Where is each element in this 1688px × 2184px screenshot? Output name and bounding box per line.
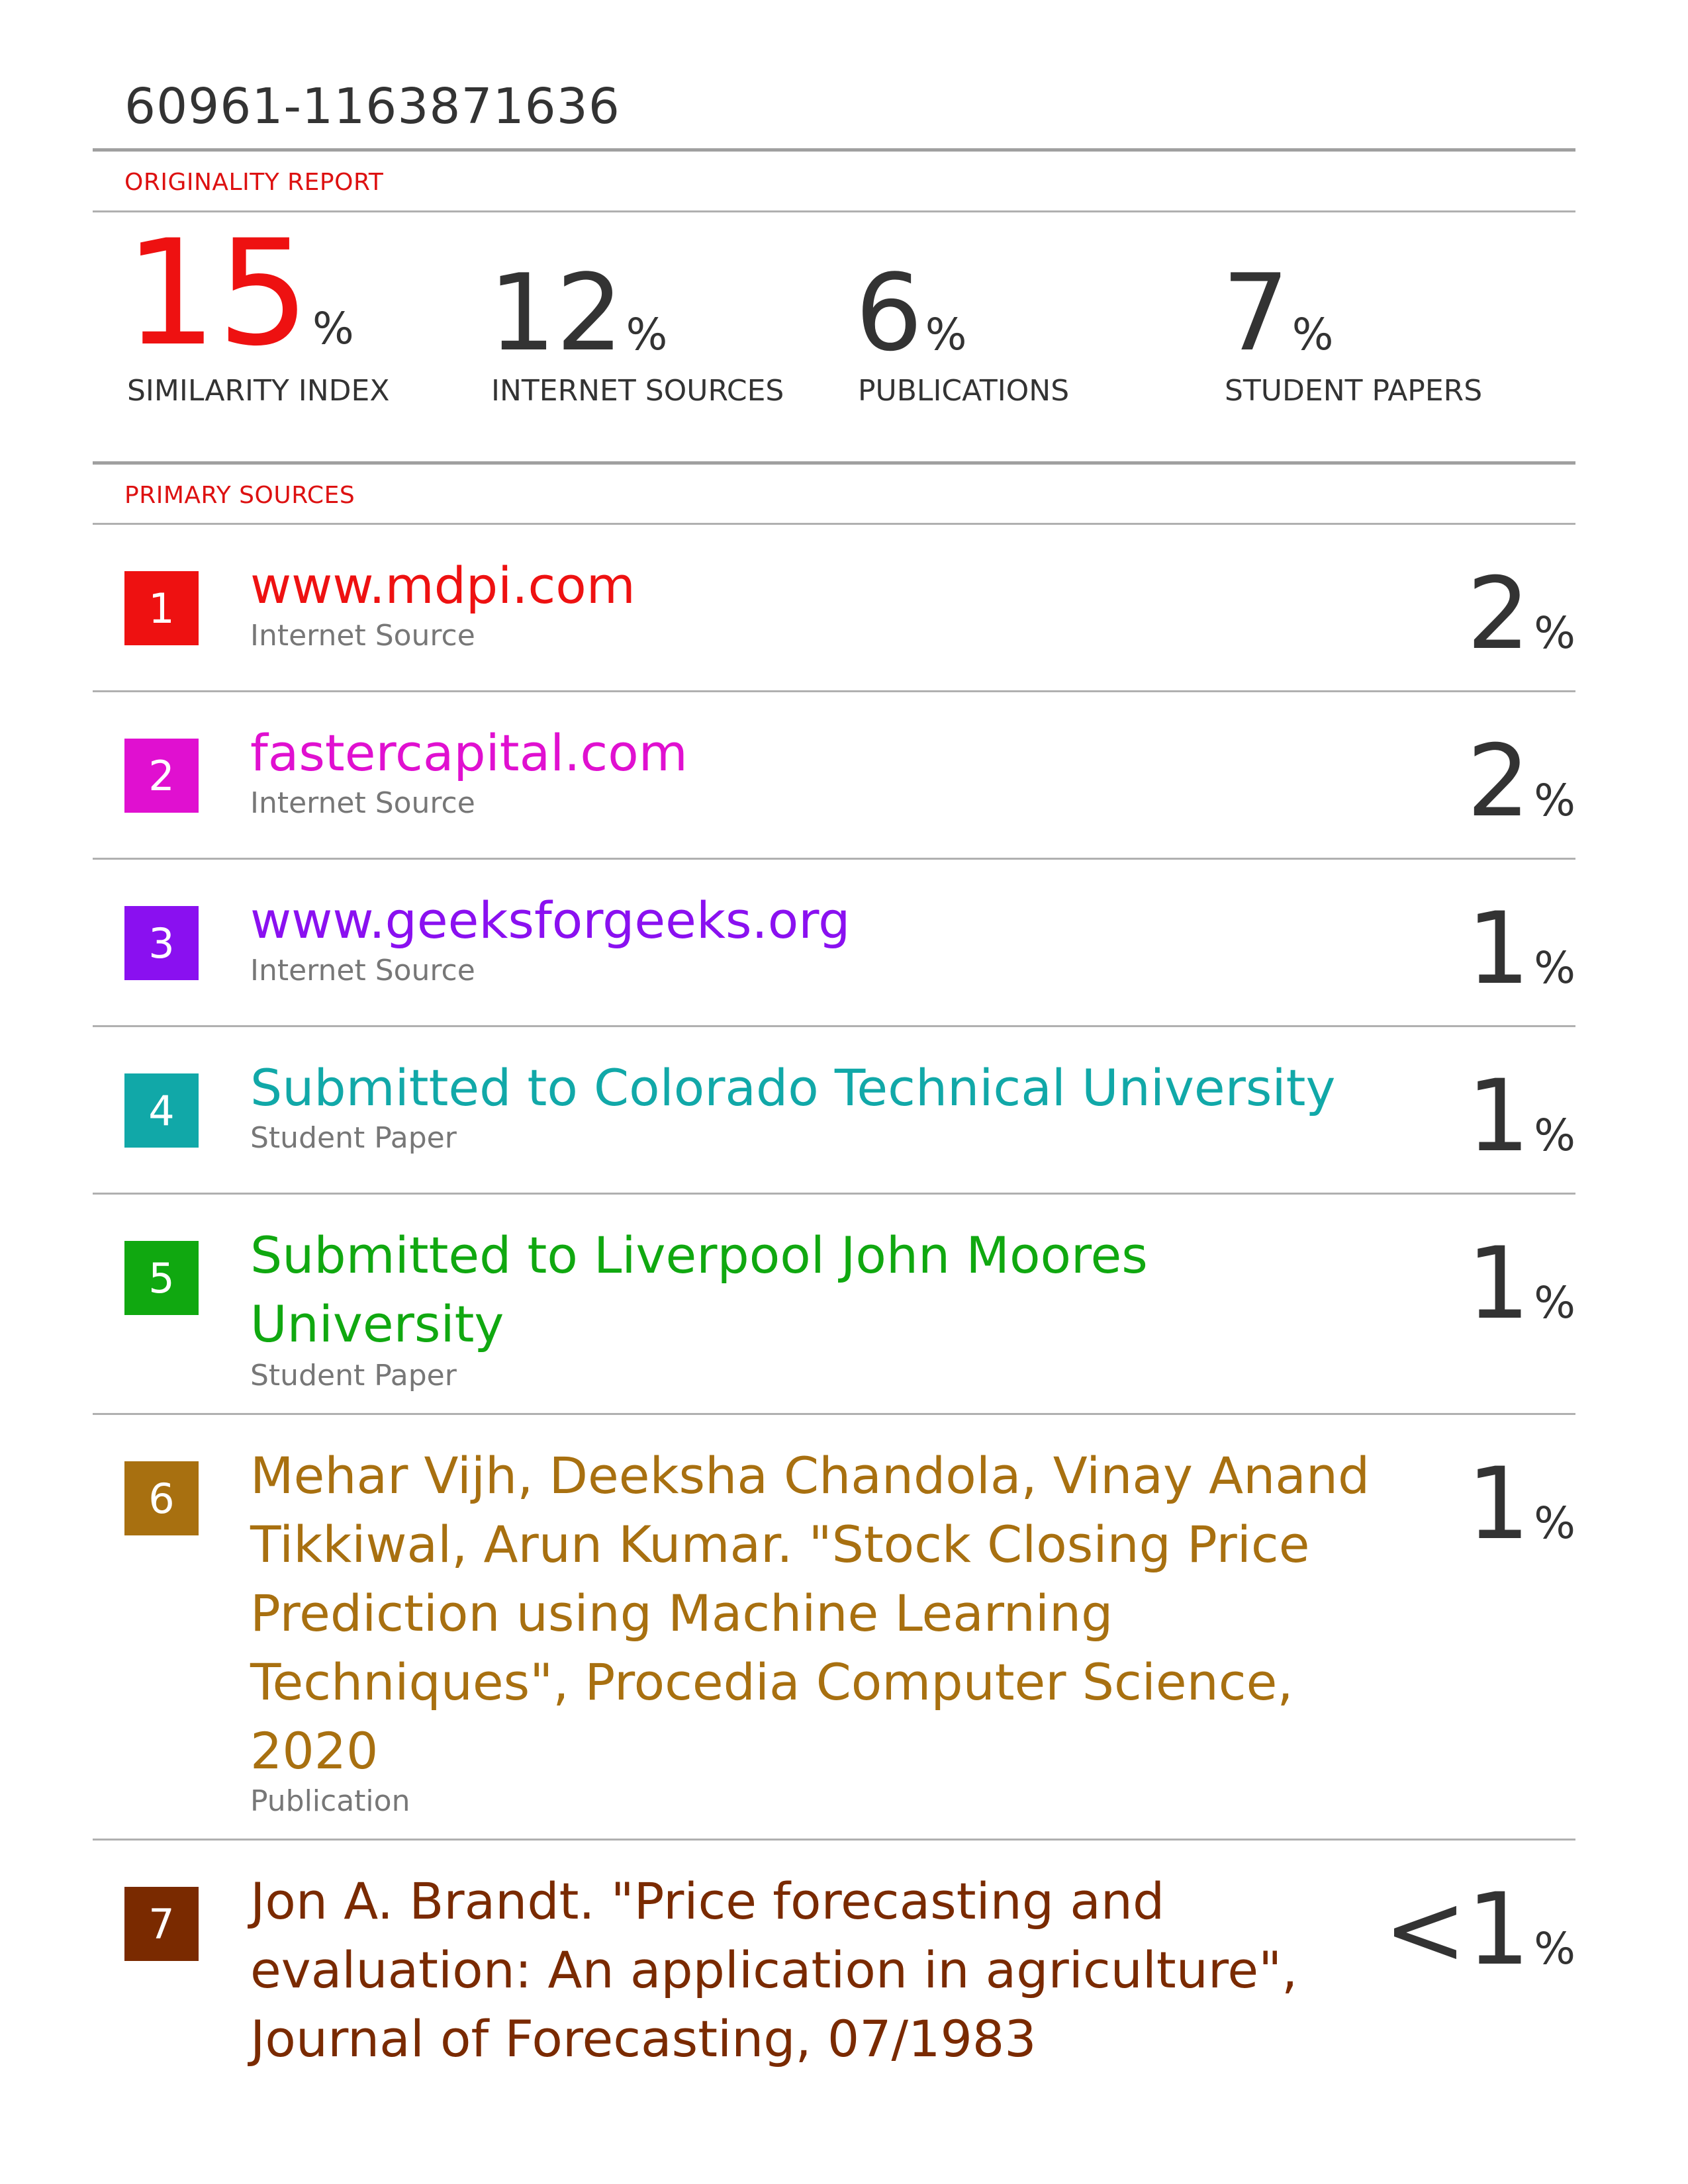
source-row: 3 www.geeksforgeeks.org Internet Source …: [93, 860, 1575, 1025]
source-percentage: 1%: [1466, 1226, 1575, 1342]
source-title[interactable]: www.geeksforgeeks.org: [250, 891, 851, 950]
source-title[interactable]: Mehar Vijh, Deeksha Chandola, Vinay Anan…: [250, 1446, 1370, 1780]
stats-divider: [93, 461, 1575, 465]
source-title[interactable]: Jon A. Brandt. "Price forecasting and ev…: [250, 1872, 1298, 2068]
student-papers-value: 7: [1222, 251, 1289, 375]
source-type: Student Paper: [250, 1359, 457, 1392]
source-percentage: 1%: [1466, 1059, 1575, 1174]
source-index-badge: 2: [124, 739, 199, 813]
primary-sources-label: PRIMARY SOURCES: [124, 482, 355, 509]
internet-sources-label: INTERNET SOURCES: [491, 374, 784, 408]
source-percentage: <1%: [1383, 1872, 1575, 1987]
similarity-index-value: 15: [124, 208, 310, 378]
internet-sources-value: 12: [489, 251, 624, 375]
source-row: 1 www.mdpi.com Internet Source 2%: [93, 525, 1575, 690]
document-id: 60961-1163871636: [124, 78, 620, 135]
source-row: 6 Mehar Vijh, Deeksha Chandola, Vinay An…: [93, 1415, 1575, 1839]
source-type: Internet Source: [250, 619, 475, 653]
publications-value: 6: [855, 251, 923, 375]
source-percentage: 2%: [1466, 557, 1575, 672]
student-papers-label: STUDENT PAPERS: [1225, 374, 1483, 408]
row-divider: [93, 1839, 1575, 1841]
source-percentage: 1%: [1466, 1447, 1575, 1562]
source-row: 4 Submitted to Colorado Technical Univer…: [93, 1027, 1575, 1193]
row-divider: [93, 1025, 1575, 1027]
similarity-index-unit: %: [312, 303, 354, 354]
section-divider: [93, 210, 1575, 212]
publications-label: PUBLICATIONS: [858, 374, 1070, 408]
source-percentage: 2%: [1466, 724, 1575, 839]
source-type: Student Paper: [250, 1121, 457, 1155]
header-divider: [93, 148, 1575, 152]
source-index-badge: 1: [124, 571, 199, 645]
source-index-badge: 7: [124, 1887, 199, 1961]
row-divider: [93, 1193, 1575, 1195]
section-divider: [93, 523, 1575, 525]
internet-sources-unit: %: [626, 309, 668, 360]
source-index-badge: 3: [124, 906, 199, 980]
publications-unit: %: [925, 309, 967, 360]
originality-report-label: ORIGINALITY REPORT: [124, 169, 384, 196]
source-row: 2 fastercapital.com Internet Source 2%: [93, 692, 1575, 858]
source-type: Internet Source: [250, 954, 475, 987]
student-papers-unit: %: [1291, 309, 1334, 360]
row-divider: [93, 690, 1575, 692]
source-title[interactable]: Submitted to Liverpool John Moores Unive…: [250, 1226, 1148, 1353]
source-index-badge: 4: [124, 1073, 199, 1148]
source-title[interactable]: fastercapital.com: [250, 723, 688, 782]
source-row: 5 Submitted to Liverpool John Moores Uni…: [93, 1195, 1575, 1413]
source-row: 7 Jon A. Brandt. "Price forecasting and …: [93, 1841, 1575, 2105]
source-title[interactable]: www.mdpi.com: [250, 556, 635, 615]
source-index-badge: 5: [124, 1241, 199, 1315]
source-percentage: 1%: [1466, 891, 1575, 1007]
similarity-index-label: SIMILARITY INDEX: [127, 374, 390, 408]
source-index-badge: 6: [124, 1461, 199, 1535]
source-type: Internet Source: [250, 786, 475, 820]
row-divider: [93, 1413, 1575, 1415]
source-title[interactable]: Submitted to Colorado Technical Universi…: [250, 1058, 1336, 1117]
row-divider: [93, 858, 1575, 860]
source-type: Publication: [250, 1784, 410, 1818]
